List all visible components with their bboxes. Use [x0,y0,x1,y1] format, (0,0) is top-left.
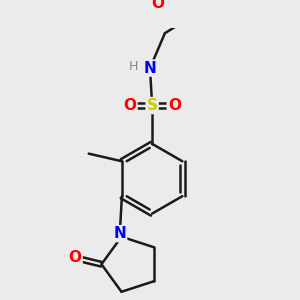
Text: O: O [168,98,181,113]
Text: N: N [144,61,156,76]
Text: O: O [124,98,136,113]
Text: O: O [69,250,82,266]
Text: O: O [151,0,164,11]
Text: S: S [147,98,158,113]
Text: H: H [129,60,139,73]
Text: N: N [113,226,126,241]
